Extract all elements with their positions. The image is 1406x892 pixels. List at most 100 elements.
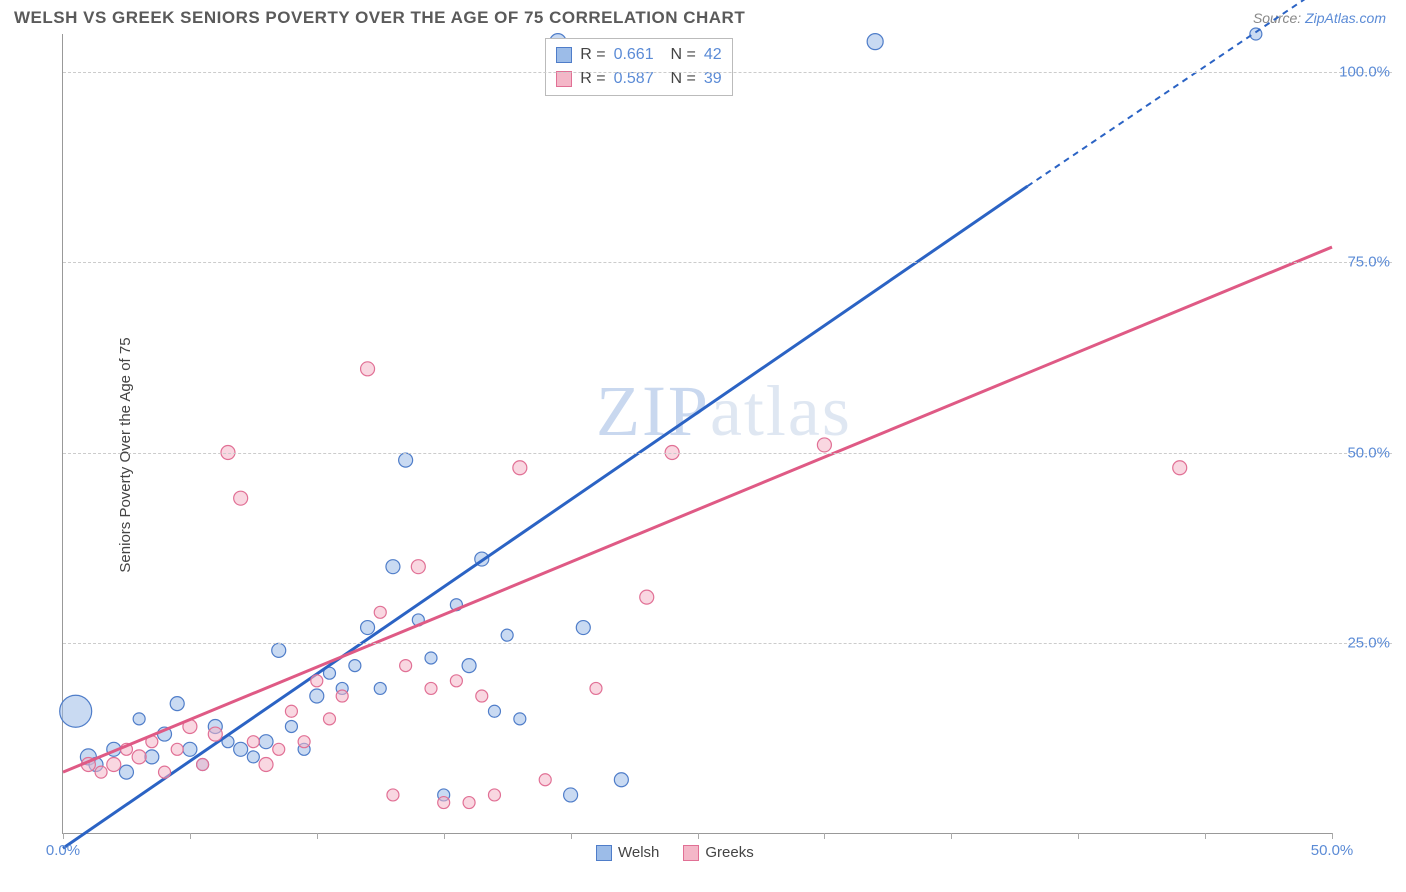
regression-line	[63, 247, 1332, 772]
data-point	[462, 659, 476, 673]
stats-row-welsh: R = 0.661 N = 42	[556, 43, 721, 67]
stat-n-welsh: 42	[704, 43, 722, 67]
stat-label-n: N =	[662, 43, 696, 67]
data-point	[614, 773, 628, 787]
source-link[interactable]: ZipAtlas.com	[1305, 10, 1386, 26]
data-point	[183, 742, 197, 756]
swatch-welsh	[556, 47, 572, 63]
data-point	[476, 690, 488, 702]
data-point	[1173, 461, 1187, 475]
data-point	[234, 491, 248, 505]
gridline	[63, 72, 1392, 73]
data-point	[119, 765, 133, 779]
data-point	[247, 751, 259, 763]
data-point	[132, 750, 146, 764]
gridline	[63, 643, 1392, 644]
data-point	[514, 713, 526, 725]
data-point	[145, 750, 159, 764]
data-point	[197, 759, 209, 771]
data-point	[488, 705, 500, 717]
data-point	[411, 560, 425, 574]
data-point	[95, 766, 107, 778]
data-point	[501, 629, 513, 641]
data-point	[386, 560, 400, 574]
data-point	[170, 697, 184, 711]
data-point	[425, 652, 437, 664]
chart-header: WELSH VS GREEK SENIORS POVERTY OVER THE …	[0, 0, 1406, 32]
xtick	[1332, 833, 1333, 839]
stat-r-greeks: 0.587	[614, 67, 654, 91]
data-point	[259, 735, 273, 749]
data-point	[171, 743, 183, 755]
data-point	[133, 713, 145, 725]
source-prefix: Source:	[1253, 10, 1305, 26]
regression-line	[63, 186, 1027, 848]
xtick	[824, 833, 825, 839]
xtick	[190, 833, 191, 839]
legend-item-welsh: Welsh	[596, 844, 659, 861]
data-point	[247, 736, 259, 748]
data-point	[159, 766, 171, 778]
stats-legend: R = 0.661 N = 42 R = 0.587 N = 39	[545, 38, 732, 96]
data-point	[817, 438, 831, 452]
data-point	[234, 742, 248, 756]
data-point	[539, 774, 551, 786]
gridline	[63, 453, 1392, 454]
ytick-label: 75.0%	[1347, 254, 1390, 271]
legend-swatch-welsh	[596, 845, 612, 861]
stat-n-greeks: 39	[704, 67, 722, 91]
data-point	[590, 682, 602, 694]
legend-item-greeks: Greeks	[683, 844, 753, 861]
data-point	[273, 743, 285, 755]
legend-swatch-greeks	[683, 845, 699, 861]
data-point	[399, 453, 413, 467]
data-point	[285, 720, 297, 732]
xtick	[571, 833, 572, 839]
data-point	[425, 682, 437, 694]
data-point	[349, 660, 361, 672]
stat-label-r: R =	[580, 43, 605, 67]
data-point	[60, 695, 92, 727]
data-point	[488, 789, 500, 801]
data-point	[867, 34, 883, 50]
data-point	[374, 606, 386, 618]
legend-label-welsh: Welsh	[618, 844, 659, 861]
xtick	[1078, 833, 1079, 839]
data-point	[387, 789, 399, 801]
data-point	[513, 461, 527, 475]
xtick	[951, 833, 952, 839]
data-point	[564, 788, 578, 802]
plot-area: ZIPatlas R = 0.661 N = 42 R = 0.587 N = …	[62, 34, 1332, 834]
data-point	[298, 736, 310, 748]
ytick-label: 100.0%	[1339, 64, 1390, 81]
xtick	[63, 833, 64, 839]
series-legend: Welsh Greeks	[596, 844, 754, 861]
data-point	[361, 621, 375, 635]
data-point	[463, 797, 475, 809]
stat-r-welsh: 0.661	[614, 43, 654, 67]
data-point	[323, 713, 335, 725]
data-point	[272, 643, 286, 657]
data-point	[310, 689, 324, 703]
data-point	[438, 797, 450, 809]
data-point	[107, 758, 121, 772]
gridline	[63, 262, 1392, 263]
data-point	[208, 727, 222, 741]
chart-area: Seniors Poverty Over the Age of 75 ZIPat…	[14, 34, 1392, 876]
plot-svg	[63, 34, 1332, 833]
stat-label-n: N =	[662, 67, 696, 91]
data-point	[400, 660, 412, 672]
xtick-label: 0.0%	[46, 842, 80, 859]
xtick	[1205, 833, 1206, 839]
data-point	[259, 758, 273, 772]
data-point	[640, 590, 654, 604]
ytick-label: 25.0%	[1347, 634, 1390, 651]
xtick	[444, 833, 445, 839]
data-point	[450, 675, 462, 687]
chart-source: Source: ZipAtlas.com	[1253, 10, 1386, 26]
stat-label-r: R =	[580, 67, 605, 91]
data-point	[361, 362, 375, 376]
legend-label-greeks: Greeks	[705, 844, 753, 861]
swatch-greeks	[556, 71, 572, 87]
data-point	[576, 621, 590, 635]
